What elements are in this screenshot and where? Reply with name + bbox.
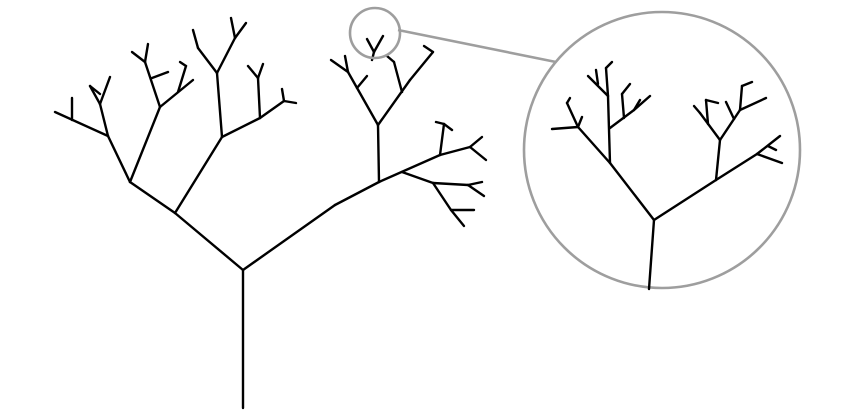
callout-connector-line — [397, 28, 557, 64]
right-main-branch — [241, 44, 488, 272]
main-tree — [53, 16, 488, 410]
highlight-circle — [348, 6, 402, 60]
magnified-tree — [550, 60, 784, 291]
magnified-circle — [522, 10, 802, 290]
magnified-trunk — [647, 218, 656, 291]
left-main-branch — [53, 16, 298, 272]
